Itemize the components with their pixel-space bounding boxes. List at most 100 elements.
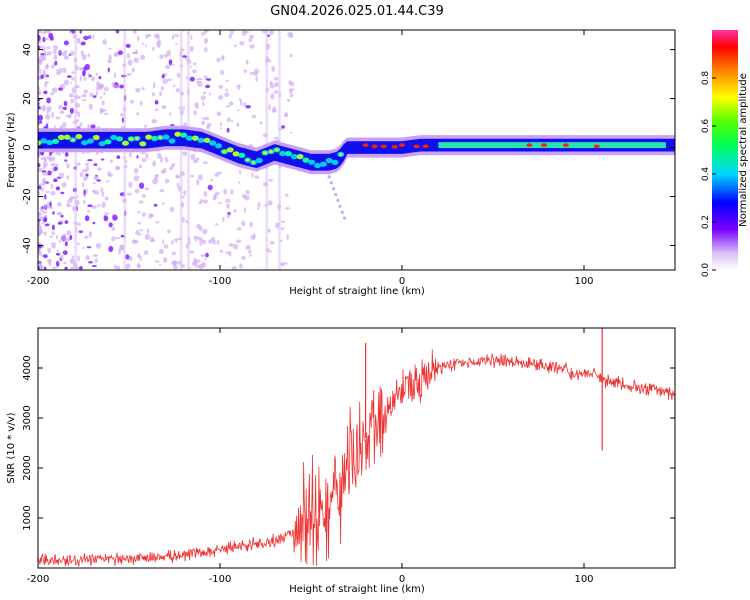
noise-speckle (87, 159, 93, 162)
noise-speckle (269, 240, 275, 245)
noise-speckle (102, 39, 107, 46)
noise-speckle (41, 170, 47, 173)
noise-speckle (58, 239, 62, 243)
noise-speckle (175, 43, 178, 46)
snr-x-tick-label: 0 (399, 574, 405, 585)
noise-speckle (103, 91, 106, 96)
noise-speckle (46, 109, 49, 116)
noise-speckle (164, 64, 171, 70)
noise-speckle (93, 175, 98, 181)
snr-y-tick-label: 1000 (22, 505, 33, 530)
ridge-blob-core (251, 161, 256, 164)
noise-speckle (271, 66, 276, 72)
noise-speckle (55, 235, 58, 240)
noise-speckle (52, 45, 59, 50)
ridge-blob (46, 139, 54, 146)
noise-speckle (143, 250, 149, 256)
noise-speckle (144, 233, 150, 240)
noise-speckle (41, 55, 47, 61)
noise-speckle (38, 190, 41, 195)
noise-speckle (132, 30, 137, 34)
noise-speckle (162, 239, 165, 245)
noise-streak (180, 30, 183, 270)
noise-speckle (289, 93, 294, 98)
noise-speckle (137, 221, 142, 225)
noise-speckle (133, 57, 139, 63)
noise-speckle (283, 113, 288, 117)
noise-speckle (95, 72, 99, 76)
noise-speckle (38, 86, 41, 90)
noise-speckle (66, 237, 71, 242)
noise-speckle (249, 71, 256, 75)
noise-speckle (183, 190, 187, 196)
noise-speckle (162, 78, 168, 85)
noise-speckle (135, 230, 140, 236)
noise-speckle (38, 229, 42, 235)
spectrogram-x-axis-label: Height of straight line (km) (289, 286, 425, 297)
ridge-blob (314, 162, 322, 169)
noise-speckle (189, 65, 193, 68)
noise-speckle (120, 244, 125, 251)
noise-speckle (81, 99, 87, 102)
noise-speckle (46, 30, 52, 34)
ridge-blob (162, 134, 170, 140)
noise-speckle (83, 189, 86, 196)
noise-speckle (267, 228, 271, 233)
noise-speckle (125, 265, 128, 270)
noise-speckle (51, 243, 56, 249)
noise-speckle (83, 89, 89, 94)
noise-speckle (58, 87, 63, 91)
noise-speckle (76, 37, 81, 44)
noise-speckle (53, 48, 57, 55)
snr-frame (37, 327, 676, 569)
noise-speckle (108, 245, 114, 253)
noise-speckle (63, 50, 68, 54)
noise-speckle (205, 84, 211, 89)
noise-speckle (65, 160, 68, 163)
noise-speckle (169, 112, 172, 116)
noise-speckle (171, 34, 175, 40)
noise-speckle (159, 91, 163, 97)
noise-speckle (155, 174, 159, 177)
noise-speckle (244, 195, 250, 201)
noise-speckle (193, 260, 198, 266)
noise-speckle (182, 55, 187, 58)
noise-speckle (100, 109, 105, 113)
noise-speckle (52, 87, 58, 93)
noise-speckle (55, 163, 59, 168)
noise-speckle (141, 42, 145, 45)
ridge-blob (75, 134, 83, 140)
noise-speckle (83, 194, 87, 198)
noise-speckle (145, 153, 149, 159)
ridge-blob (63, 134, 71, 140)
noise-speckle (103, 112, 109, 116)
ridge-blob (331, 159, 339, 165)
noise-speckle (76, 162, 81, 167)
noise-speckle (219, 249, 224, 253)
tail-speckle (336, 198, 340, 202)
ridge-peak (399, 143, 405, 147)
noise-speckle (98, 76, 102, 80)
noise-speckle (42, 180, 46, 186)
noise-speckle (52, 211, 55, 215)
noise-speckle (126, 53, 131, 59)
noise-speckle (38, 30, 42, 35)
noise-speckle (239, 41, 245, 46)
noise-speckle (219, 127, 222, 130)
noise-speckle (47, 247, 52, 254)
noise-speckle (57, 221, 63, 225)
noise-speckle (162, 168, 167, 174)
spectrogram-x-tick-label: -200 (27, 276, 50, 287)
noise-speckle (190, 153, 196, 160)
noise-speckle (226, 117, 231, 122)
noise-speckle (269, 83, 275, 89)
noise-speckle (64, 152, 69, 157)
ridge-blob (180, 132, 188, 138)
noise-speckle (221, 55, 224, 61)
noise-speckle (155, 33, 160, 40)
noise-speckle (63, 55, 70, 60)
noise-speckle (96, 204, 101, 207)
noise-speckle (206, 125, 210, 130)
noise-speckle (152, 82, 156, 89)
noise-speckle (209, 92, 212, 96)
